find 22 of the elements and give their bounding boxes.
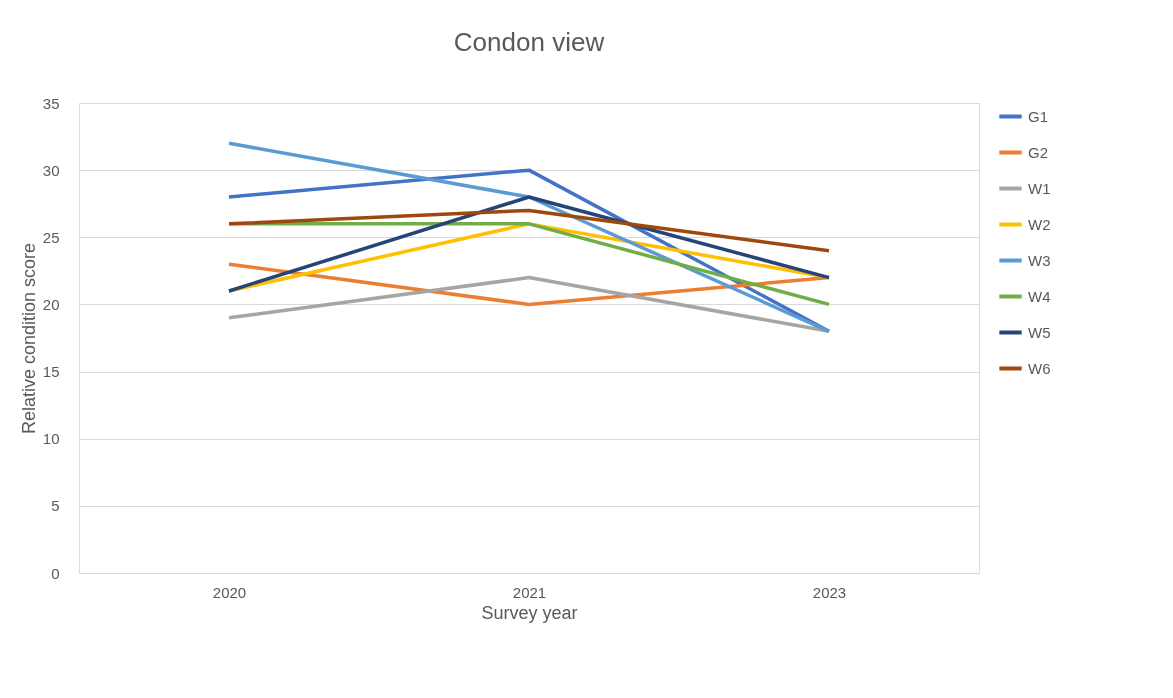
legend-label: W2 [1028,215,1051,233]
chart-title: Condon view [453,27,605,57]
legend-label: W6 [1028,359,1051,377]
x-tick-label: 2021 [512,583,547,601]
y-tick-label: 0 [51,564,60,582]
legend-label: G2 [1028,143,1049,161]
x-tick-label: 2023 [812,583,847,601]
y-tick-label: 5 [51,497,60,515]
x-axis-title: Survey year [481,602,578,623]
y-tick-label: 10 [42,430,60,448]
y-tick-label: 30 [42,161,60,179]
legend-label: W4 [1028,287,1051,305]
legend-label: W1 [1028,179,1051,197]
legend-label: G1 [1028,107,1049,125]
legend-label: W5 [1028,323,1051,341]
y-tick-label: 15 [42,363,60,381]
y-axis-title: Relative condition score [18,242,39,435]
x-tick-label: 2020 [212,583,247,601]
y-tick-label: 35 [42,94,60,112]
y-tick-label: 20 [42,295,60,313]
legend-label: W3 [1028,251,1051,269]
y-tick-label: 25 [42,228,60,246]
